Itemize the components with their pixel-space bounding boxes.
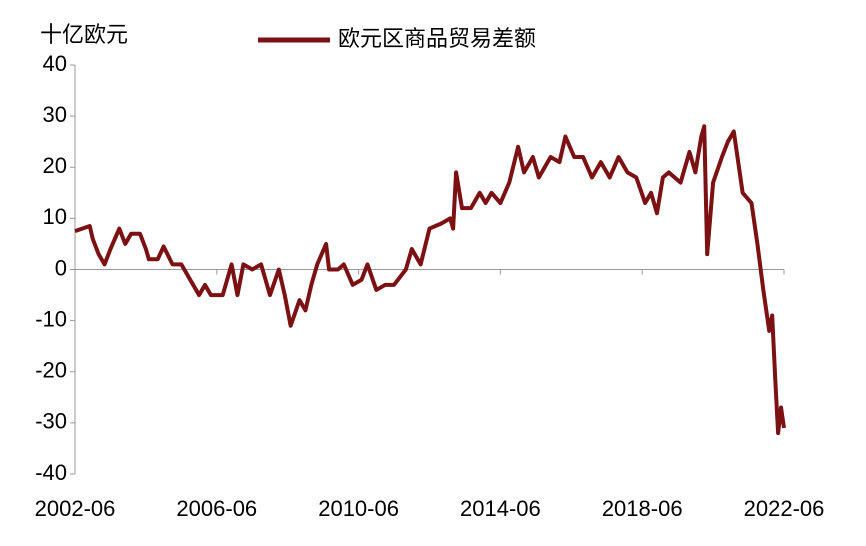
y-tick-label: 0 <box>55 255 67 280</box>
y-axis-label: 十亿欧元 <box>40 22 128 47</box>
x-tick-label: 2002-06 <box>35 496 116 521</box>
x-tick-label: 2006-06 <box>176 496 257 521</box>
y-tick-label: 40 <box>43 51 67 76</box>
x-tick-label: 2014-06 <box>460 496 541 521</box>
y-tick-label: -10 <box>35 306 67 331</box>
legend-label: 欧元区商品贸易差额 <box>338 26 536 51</box>
x-tick-label: 2018-06 <box>602 496 683 521</box>
y-tick-label: 10 <box>43 204 67 229</box>
x-tick-label: 2010-06 <box>318 496 399 521</box>
x-tick-label: 2022-06 <box>744 496 825 521</box>
y-tick-label: -30 <box>35 409 67 434</box>
y-tick-label: -20 <box>35 358 67 383</box>
y-tick-label: 20 <box>43 153 67 178</box>
line <box>74 124 786 436</box>
y-tick-label: 30 <box>43 102 67 127</box>
y-tick-label: -40 <box>35 460 67 485</box>
